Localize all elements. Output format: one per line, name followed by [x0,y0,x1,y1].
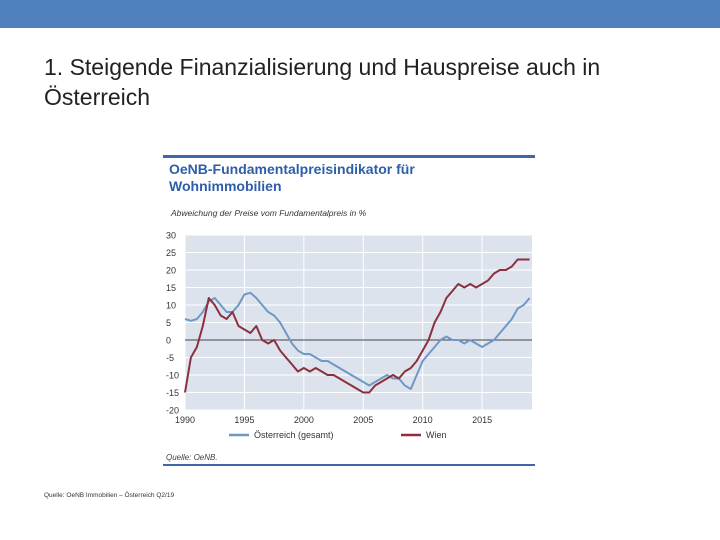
x-tick-label: 2010 [413,415,433,425]
y-tick-label: 30 [166,231,176,241]
slide-title: 1. Steigende Finanzialisierung und Hausp… [44,54,601,110]
y-tick-label: -15 [166,388,179,398]
chart-title: OeNB-Fundamentalpreisindikator für Wohni… [169,161,415,194]
y-tick-label: -5 [166,353,174,363]
x-tick-label: 1990 [175,415,195,425]
x-tick-label: 1995 [234,415,254,425]
x-tick-label: 2000 [294,415,314,425]
chart-subtitle: Abweichung der Preise vom Fundamentalpre… [171,208,367,218]
y-tick-label: 5 [166,318,171,328]
y-tick-label: 10 [166,301,176,311]
chart-bottom-rule [163,464,535,466]
legend-label-oesterreich: Österreich (gesamt) [254,430,334,440]
chart-top-rule [163,155,535,158]
series-line-oesterreich [184,291,531,390]
slide-footnote: Quelle: OeNB Immobilien – Österreich Q2/… [44,492,175,499]
x-tick-label: 2015 [472,415,492,425]
y-tick-label: -20 [166,406,179,416]
chart-source: Quelle: OeNB. [166,453,218,462]
top-accent-bar [0,0,720,28]
legend-label-wien: Wien [426,430,447,440]
y-tick-label: -10 [166,371,179,381]
y-tick-label: 15 [166,283,176,293]
chart-panel: OeNB-Fundamentalpreisindikator für Wohni… [163,155,535,467]
y-tick-label: 25 [166,248,176,258]
x-tick-label: 2005 [353,415,373,425]
series-line-wien [184,258,530,394]
y-tick-label: 0 [166,336,171,346]
y-tick-label: 20 [166,266,176,276]
